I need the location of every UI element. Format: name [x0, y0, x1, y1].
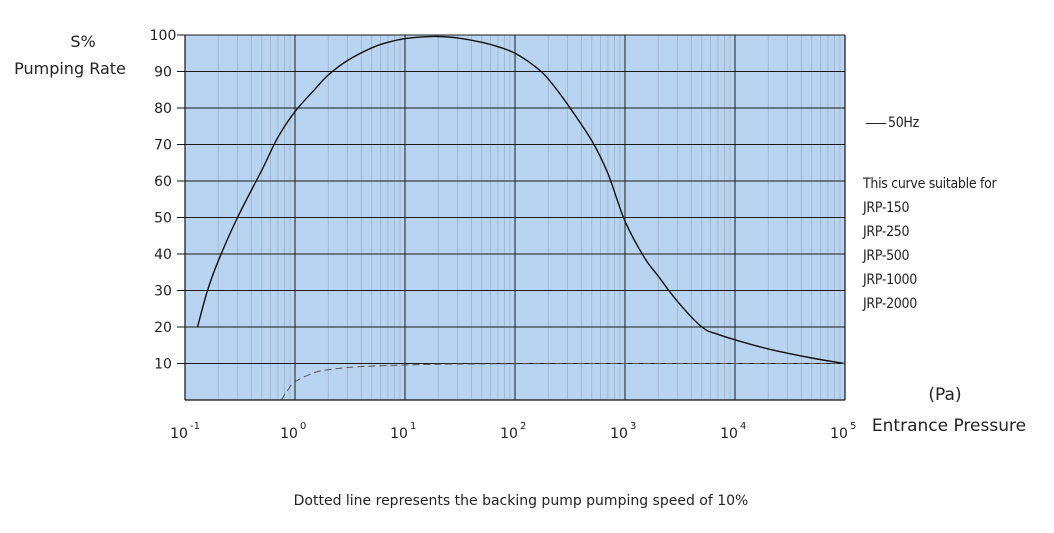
x-tick-exponent: 4	[740, 421, 746, 432]
chart-caption: Dotted line represents the backing pump …	[294, 493, 749, 509]
y-tick-label: 90	[154, 65, 172, 81]
y-tick-label: 70	[154, 138, 172, 154]
model-list: This curve suitable for JRP-150 JRP-250 …	[863, 172, 997, 316]
y-tick-label: 10	[154, 357, 172, 373]
y-tick-label: 40	[154, 247, 172, 263]
model-item: JRP-2000	[863, 296, 917, 312]
y-axis-label: Pumping Rate	[14, 59, 126, 78]
x-tick-label: 10	[390, 426, 408, 442]
x-tick-exponent: 0	[300, 421, 306, 432]
backing-pump-dashed-line	[280, 363, 845, 401]
x-tick-label: 10	[610, 426, 628, 442]
y-axis-ticks: 10 20 30 40 50 60 70 80 90 100	[150, 28, 185, 373]
model-item: JRP-150	[863, 200, 910, 216]
model-item: JRP-1000	[863, 272, 917, 288]
x-tick-exponent: -1	[190, 421, 200, 432]
y-tick-label: 50	[154, 211, 172, 227]
y-tick-label: 20	[154, 320, 172, 336]
x-axis-ticks: 10 -1 10 0 10 1 10 2 10 3 10 4 10 5	[170, 421, 856, 442]
model-list-title: This curve suitable for	[863, 176, 997, 192]
y-tick-label: 60	[154, 174, 172, 190]
x-tick-label: 10	[500, 426, 518, 442]
grid	[184, 34, 846, 400]
x-tick-exponent: 5	[850, 421, 856, 432]
y-tick-label: 30	[154, 284, 172, 300]
x-tick-label: 10	[830, 426, 848, 442]
y-tick-label: 80	[154, 101, 172, 117]
x-axis-unit: (Pa)	[928, 385, 961, 405]
x-tick-exponent: 1	[410, 421, 416, 432]
pumping-rate-curve-50hz	[196, 35, 846, 365]
x-tick-exponent: 3	[630, 421, 636, 432]
legend-label-50hz: 50Hz	[888, 115, 919, 131]
y-tick-label: 100	[150, 28, 177, 44]
y-axis-label-symbol: S%	[70, 32, 95, 51]
x-tick-exponent: 2	[520, 421, 526, 432]
model-item: JRP-250	[863, 224, 910, 240]
model-item: JRP-500	[863, 248, 910, 264]
x-axis-label: Entrance Pressure	[872, 416, 1026, 436]
x-tick-label: 10	[170, 426, 188, 442]
x-tick-label: 10	[720, 426, 738, 442]
legend: 50Hz	[866, 111, 919, 135]
x-tick-label: 10	[280, 426, 298, 442]
legend-line-50hz	[866, 122, 886, 124]
